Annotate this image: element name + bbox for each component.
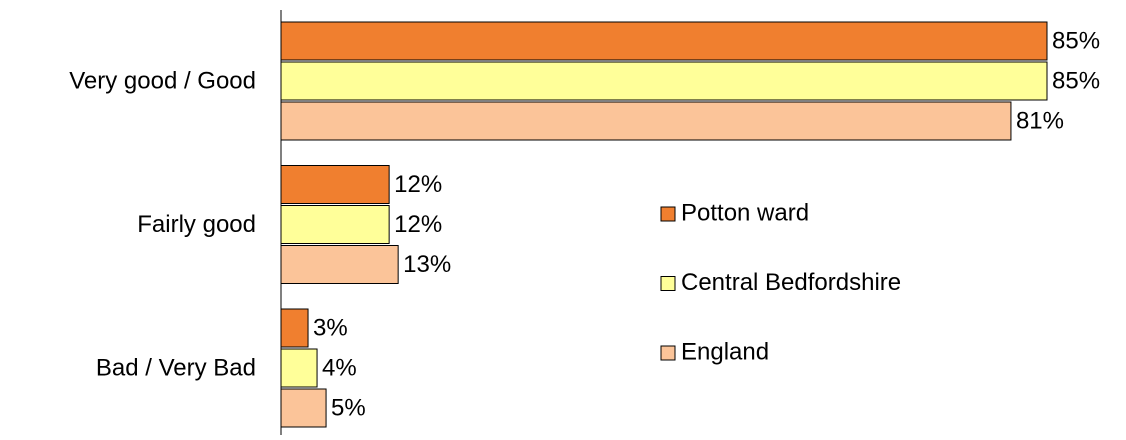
bar (280, 308, 309, 348)
bar (280, 245, 399, 284)
legend-label: Central Bedfordshire (681, 269, 901, 296)
legend-label: England (681, 338, 769, 365)
data-label: 85% (1052, 27, 1100, 54)
legend-label: Potton ward (681, 199, 809, 226)
bar (280, 61, 1048, 101)
bar (280, 165, 390, 204)
data-label: 12% (394, 211, 442, 238)
bar (280, 348, 318, 388)
data-label: 12% (394, 171, 442, 198)
y-tick-label: Very good / Good (69, 67, 256, 94)
bar (280, 21, 1048, 61)
bar (280, 205, 390, 244)
bar (280, 101, 1012, 141)
legend-swatch (660, 206, 676, 222)
data-label: 4% (322, 354, 357, 381)
y-tick-label: Fairly good (137, 211, 256, 238)
data-label: 3% (313, 314, 348, 341)
bar (280, 388, 327, 428)
y-tick-label: Bad / Very Bad (96, 354, 256, 381)
data-label: 81% (1016, 107, 1064, 134)
data-label: 85% (1052, 67, 1100, 94)
legend-swatch (660, 276, 676, 291)
legend-swatch (660, 345, 676, 361)
data-label: 13% (403, 251, 451, 278)
data-label: 5% (331, 394, 366, 421)
